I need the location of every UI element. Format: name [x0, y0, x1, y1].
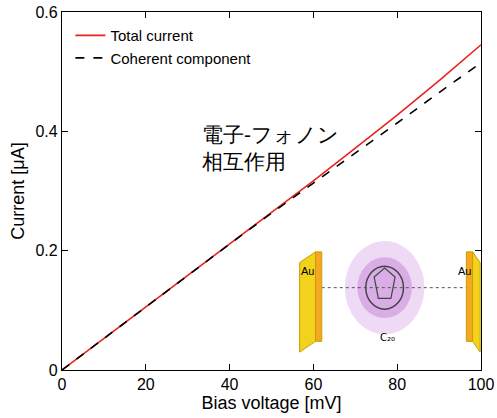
svg-text:電子-フォノン相互作用: 電子-フォノン相互作用: [202, 123, 339, 173]
svg-text:Total current: Total current: [110, 27, 193, 44]
svg-text:20: 20: [137, 376, 155, 393]
svg-text:Bias voltage [mV]: Bias voltage [mV]: [201, 393, 341, 413]
svg-text:0: 0: [58, 376, 67, 393]
svg-text:C₂₀: C₂₀: [380, 332, 395, 343]
svg-text:0: 0: [49, 362, 58, 379]
svg-text:Au: Au: [301, 265, 314, 277]
svg-text:0.6: 0.6: [35, 4, 57, 21]
svg-text:80: 80: [388, 376, 406, 393]
svg-text:40: 40: [221, 376, 239, 393]
svg-text:Current [μA]: Current [μA]: [8, 142, 28, 239]
svg-text:Au: Au: [458, 265, 471, 277]
svg-text:60: 60: [305, 376, 323, 393]
svg-text:0.2: 0.2: [35, 242, 57, 259]
svg-text:100: 100: [468, 376, 495, 393]
svg-text:Coherent component: Coherent component: [110, 50, 251, 67]
svg-text:0.4: 0.4: [35, 123, 57, 140]
